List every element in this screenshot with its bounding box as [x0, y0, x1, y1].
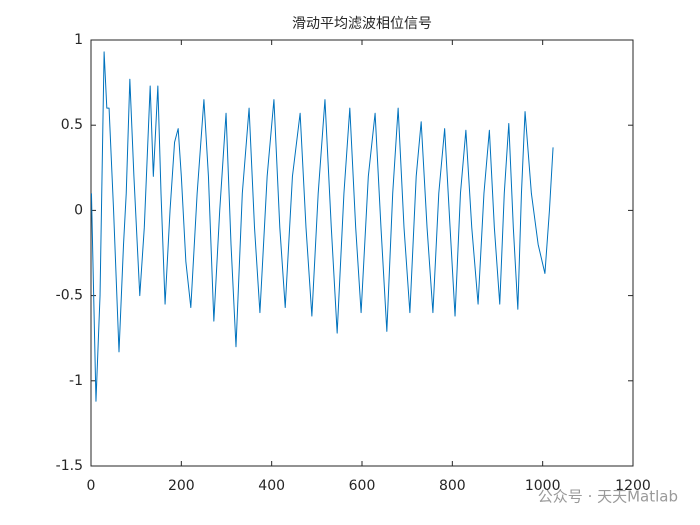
plot-box: [90, 39, 634, 467]
x-tick-label: 1000: [525, 478, 561, 494]
watermark: 公众号 · 天天Matlab: [538, 488, 678, 506]
x-tick-label: 400: [258, 478, 285, 494]
y-tick-label: -1.5: [56, 458, 83, 474]
y-tick-label: 1: [74, 32, 83, 48]
x-tick-label: 0: [87, 478, 96, 494]
y-tick-label: -0.5: [56, 288, 83, 304]
y-tick-label: 0.5: [61, 117, 83, 133]
x-tick-label: 1200: [615, 478, 651, 494]
chart-title: 滑动平均滤波相位信号: [292, 15, 432, 32]
y-tick-label: -1: [69, 373, 83, 389]
x-tick-label: 600: [349, 478, 376, 494]
line-series: [90, 51, 554, 402]
x-tick-label: 200: [168, 478, 195, 494]
x-tick-label: 800: [439, 478, 466, 494]
y-tick-label: 0: [74, 202, 83, 218]
